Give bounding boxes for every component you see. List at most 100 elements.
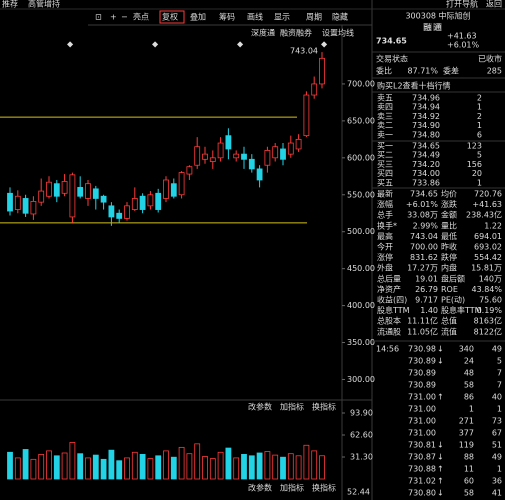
toolbar-button[interactable]: 显示 — [274, 13, 290, 22]
candle-body — [14, 195, 21, 210]
candle-body — [38, 190, 45, 203]
candle-body — [209, 157, 216, 162]
toolbar-button[interactable]: 画线 — [247, 12, 263, 22]
volume-bar — [241, 453, 247, 480]
zoom-in[interactable]: + — [110, 13, 117, 22]
candle-body — [53, 183, 60, 197]
tick-count: 51 — [492, 441, 502, 450]
volume-bar — [100, 458, 107, 480]
y-tick-label: 600.00 — [347, 153, 375, 162]
tick-price: 731.00 — [408, 429, 436, 438]
indicator-button[interactable]: 加指标 — [280, 483, 304, 493]
candle-body — [170, 183, 177, 197]
toolbar-button[interactable]: 复权 — [162, 12, 178, 22]
candle-body — [256, 168, 263, 181]
active-button-frame — [159, 10, 185, 24]
volume-bar — [38, 453, 45, 480]
candle-body — [225, 135, 232, 150]
vol-tick-label: 93.90 — [350, 409, 373, 418]
candle-body — [280, 148, 286, 160]
volume-bar — [303, 444, 310, 480]
tick-price: 731.00 — [408, 405, 436, 414]
volume-bar — [202, 456, 208, 480]
indicator-button[interactable]: 改参数 — [248, 402, 272, 412]
indicator-button[interactable]: 改参数 — [248, 483, 272, 493]
candle-body — [248, 158, 255, 170]
volume-bar — [287, 453, 294, 480]
y-tick-label: 400.00 — [347, 301, 375, 310]
tick-volume: 58 — [464, 489, 474, 498]
candle-body — [217, 142, 224, 159]
toolbar-button[interactable]: 周期 — [306, 13, 322, 22]
zoom-out[interactable]: − — [121, 13, 128, 22]
tick-arrow: ↑ — [437, 477, 444, 486]
tick-volume: 58 — [464, 381, 474, 390]
book-volume: 20 — [472, 169, 482, 178]
tick-volume: 24 — [464, 357, 474, 366]
marker: ◆ — [67, 40, 74, 49]
candle-body — [22, 198, 29, 214]
toolbar-button[interactable]: 亮点 — [133, 12, 149, 22]
book-price: 734.90 — [412, 121, 440, 130]
sub-button[interactable]: 设置均线 — [322, 28, 354, 38]
book-volume: 1 — [477, 178, 482, 187]
stat-label: 最高 — [377, 231, 393, 241]
tick-count: 67 — [492, 429, 502, 438]
tick-arrow: ↓ — [437, 441, 444, 450]
volume-bar — [163, 450, 169, 480]
indicator-button[interactable]: 换指标 — [312, 483, 336, 493]
tick-volume: 48 — [464, 369, 474, 378]
stat-value: 1.40 — [420, 306, 438, 315]
candle-body — [311, 83, 318, 96]
indicator-button[interactable]: 加指标 — [280, 402, 304, 412]
indicator-button[interactable]: 换指标 — [312, 402, 336, 412]
candle-body — [186, 166, 193, 175]
volume-bar — [178, 446, 185, 480]
tick-price: 731.00 — [408, 393, 436, 402]
candle-body — [233, 153, 240, 159]
candle-body — [116, 212, 123, 219]
nav-link[interactable]: 返回 — [486, 0, 502, 9]
stat-value: 720.76 — [474, 190, 502, 199]
stat-label: 总值 — [441, 316, 457, 326]
stat-value: 15.81万 — [471, 264, 502, 273]
book-price: 734.80 — [412, 130, 440, 139]
volume-bar — [124, 457, 130, 480]
toolbar-button[interactable]: 筹码 — [219, 12, 235, 22]
candle-body — [61, 181, 68, 194]
book-label: 买二 — [377, 151, 393, 160]
y-tick-label: 300.00 — [347, 375, 375, 384]
icon[interactable]: ⊡ — [95, 13, 102, 22]
nav-link[interactable]: 打开导航 — [446, 0, 478, 9]
toolbar-button[interactable]: 叠加 — [190, 12, 206, 22]
candle-body — [139, 195, 146, 210]
volume-bar — [217, 451, 224, 480]
stat-value: +6.01% — [406, 200, 439, 209]
volume-bar — [280, 456, 286, 480]
toolbar-button[interactable]: 隐藏 — [332, 12, 348, 22]
book-price: 734.49 — [412, 151, 440, 160]
stat-label: 股息率TTM — [441, 305, 482, 315]
vol-tick-label: 31.30 — [350, 453, 373, 462]
book-price: 734.96 — [412, 94, 440, 103]
volume-bar — [225, 447, 232, 480]
candle-body — [178, 172, 185, 196]
stat-value: 11.11亿 — [407, 316, 438, 326]
change: +41.63 — [447, 32, 477, 41]
volume-bar — [186, 453, 193, 480]
stat-label: PE(动) — [441, 295, 465, 305]
tick-arrow: ↑ — [437, 393, 444, 402]
candle-body — [241, 153, 247, 160]
tick-volume: 1 — [469, 405, 474, 414]
book-price: 734.94 — [412, 103, 440, 112]
book-volume: 156 — [467, 160, 482, 169]
sub-button[interactable]: 深度通 — [251, 28, 275, 38]
sub-button[interactable]: 融资融券 — [280, 28, 312, 38]
l2-link[interactable]: 购买L2查看十档行情 — [377, 81, 451, 91]
stat-value: 734.65 — [410, 190, 438, 199]
tag-frame — [433, 23, 442, 31]
nav-tab[interactable]: 高管增持 — [28, 0, 60, 9]
tick-price: 730.89 — [408, 369, 436, 378]
nav-tab[interactable]: 推荐 — [2, 0, 18, 9]
tick-count: 40 — [492, 393, 502, 402]
